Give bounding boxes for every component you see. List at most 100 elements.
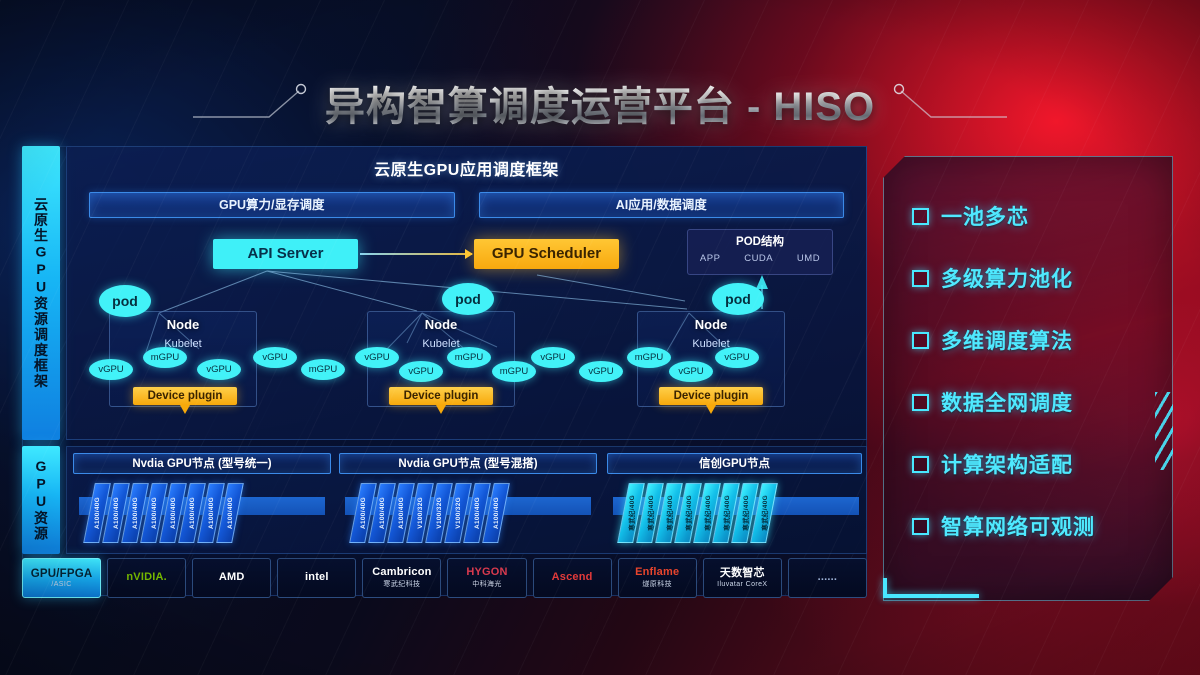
vgpu-2-2[interactable]: vGPU [399,361,443,382]
feature-item[interactable]: 计算架构适配 [912,433,1172,495]
pod-structure-item-cuda: CUDA [744,253,774,264]
gpu-node-title-2: Nvdia GPU节点 (型号混搭) [339,453,597,474]
pod-structure-item-app: APP [699,253,721,264]
gpu-card-label: 寒武纪/40G [667,495,675,531]
vgpu-1-3[interactable]: vGPU [197,359,241,380]
pill-gpu-compute[interactable]: GPU算力/显存调度 [89,192,455,218]
gpu-resource-panel: Nvdia GPU节点 (型号统一) A100/40G A100/40G A100/… [66,446,867,554]
feature-item[interactable]: 多维调度算法 [912,309,1172,371]
vgpu-2-5[interactable]: vGPU [531,347,575,368]
vendor-name: HYGON [466,565,508,578]
checkbox-square-icon [912,332,929,349]
vendor-name: GPU/FPGA [30,567,93,580]
feature-label: 智算网络可观测 [941,516,1095,539]
framework-panel: 云原生GPU应用调度框架 GPU算力/显存调度 AI应用/数据调度 API Se… [66,146,867,440]
vendor-logo-cell[interactable]: nVIDIA. [107,558,187,598]
gpu-node-title-1: Nvdia GPU节点 (型号统一) [73,453,331,474]
mgpu-3-1[interactable]: mGPU [627,347,671,368]
slide-title-bar: 异构智算调度运营平台 - HISO [0,74,1200,132]
vgpu-1-4[interactable]: vGPU [253,347,297,368]
feature-item[interactable]: 一池多芯 [912,185,1172,247]
vendor-subtitle: /ASIC [51,581,72,589]
api-server-box[interactable]: API Server [213,239,358,269]
vendor-logo-cell[interactable]: 天数智芯 Iluvatar CoreX [702,558,782,598]
gpu-card-row-1: A100/40G A100/40G A100/40G A100/40G A100/40G… [73,479,331,547]
feature-item[interactable]: 多级算力池化 [912,247,1172,309]
vgpu-2-1[interactable]: vGPU [355,347,399,368]
gpu-card-label: 寒武纪/40G [762,495,770,531]
panel-corner-accent-bottom [883,594,979,598]
gpu-node-title-3: 信创GPU节点 [607,453,862,474]
vendor-logo-cell[interactable]: intel [277,558,357,598]
sidebar-tab-resource: GPU资源 [22,446,60,554]
framework-heading: 云原生GPU应用调度框架 [374,162,559,179]
feature-label: 计算架构适配 [941,454,1073,477]
vgpu-1-1[interactable]: vGPU [89,359,133,380]
vendor-logo-cell[interactable]: Ascend [532,558,612,598]
node-label-2: Node [424,317,458,332]
vendor-logo-cell[interactable]: GPU/FPGA/ASIC [22,558,102,598]
checkbox-square-icon [912,518,929,535]
pill-ai-data[interactable]: AI应用/数据调度 [478,192,844,218]
vendor-name: nVIDIA. [126,571,167,584]
pod-structure-item-umd: UMD [796,253,821,264]
vendor-logo-cell[interactable]: AMD [192,558,272,598]
pod-node-3[interactable]: pod [712,283,764,315]
sidebar-tab-framework: 云原生GPU资源调度框架 [22,146,60,440]
vendor-logo-cell[interactable]: HYGON 中科海光 [447,558,527,598]
vendor-name: Enflame [635,565,680,578]
vendor-subtitle: 燧原科技 [642,581,672,589]
gpu-card-label: A100/40G [378,496,386,530]
feature-item[interactable]: 智算网络可观测 [912,495,1172,557]
gpu-card-label: A100/40G [473,496,481,530]
vendor-logo-cell[interactable]: Enflame 燧原科技 [617,558,697,598]
gpu-card-label: V100/32G [454,497,462,529]
vendor-subtitle: 中科海光 [472,581,502,589]
gpu-card-label: A100/40G [226,496,234,530]
mgpu-2-4[interactable]: mGPU [492,361,536,382]
feature-item[interactable]: 数据全网调度 [912,371,1172,433]
checkbox-square-icon [912,456,929,473]
device-plugin-2[interactable]: Device plugin [389,387,493,414]
gpu-card-label: 寒武纪/40G [743,495,751,531]
gpu-card-label: A100/40G [188,496,196,530]
pod-node-1[interactable]: pod [99,285,151,317]
mgpu-1-2[interactable]: mGPU [143,347,187,368]
device-plugin-1[interactable]: Device plugin [133,387,237,414]
vgpu-2-6[interactable]: vGPU [579,361,623,382]
mgpu-1-5[interactable]: mGPU [301,359,345,380]
feature-label: 多级算力池化 [941,268,1073,291]
gpu-card-row-3: 寒武纪/40G 寒武纪/40G 寒武纪/40G 寒武纪/40G 寒武纪/40G 寒武纪/4… [607,479,862,547]
pod-node-2[interactable]: pod [442,283,494,315]
device-plugin-3[interactable]: Device plugin [659,387,763,414]
title-decoration-left-icon [192,83,307,118]
pod-structure-items: APP CUDA UMD [688,253,832,264]
gpu-card-label: A100/40G [112,496,120,530]
node-groups: Node Kubelet pod vGPU mGPU vGPU vGPU mGP… [67,283,868,441]
panel-stripes-decoration [1155,392,1189,470]
gpu-card-label: 寒武纪/40G [686,495,694,531]
gpu-card-label: V100/32G [435,497,443,529]
vgpu-3-2[interactable]: vGPU [669,361,713,382]
vendor-logo-cell[interactable]: Cambricon 寒武纪科技 [362,558,442,598]
vgpu-3-3[interactable]: vGPU [715,347,759,368]
checkbox-square-icon [912,208,929,225]
kubelet-label-1: Kubelet [164,338,202,350]
gpu-card-label: A100/40G [131,496,139,530]
gpu-node-group-2: Nvdia GPU节点 (型号混搭) A100/40G A100/40G A100/… [339,453,597,549]
gpu-card-label: A100/40G [359,496,367,530]
gpu-card-label: A100/40G [93,496,101,530]
page-title: 异构智算调度运营平台 - HISO [325,74,875,132]
gpu-scheduler-box[interactable]: GPU Scheduler [474,239,619,269]
mgpu-2-3[interactable]: mGPU [447,347,491,368]
vendor-name: Ascend [551,571,593,584]
vendor-logo-cell[interactable]: ...... [787,558,867,598]
gpu-card-label: A100/40G [169,496,177,530]
feature-label: 一池多芯 [941,206,1029,229]
pod-structure-title: POD结构 [736,236,784,248]
gpu-card-label: A100/40G [150,496,158,530]
architecture-diagram: 云原生GPU资源调度框架 GPU资源 云原生GPU应用调度框架 GPU算力/显存… [22,146,867,596]
gpu-card-row-2: A100/40G A100/40G A100/40G V100/32G V100/32G… [339,479,597,547]
gpu-card-label: 寒武纪/40G [629,495,637,531]
